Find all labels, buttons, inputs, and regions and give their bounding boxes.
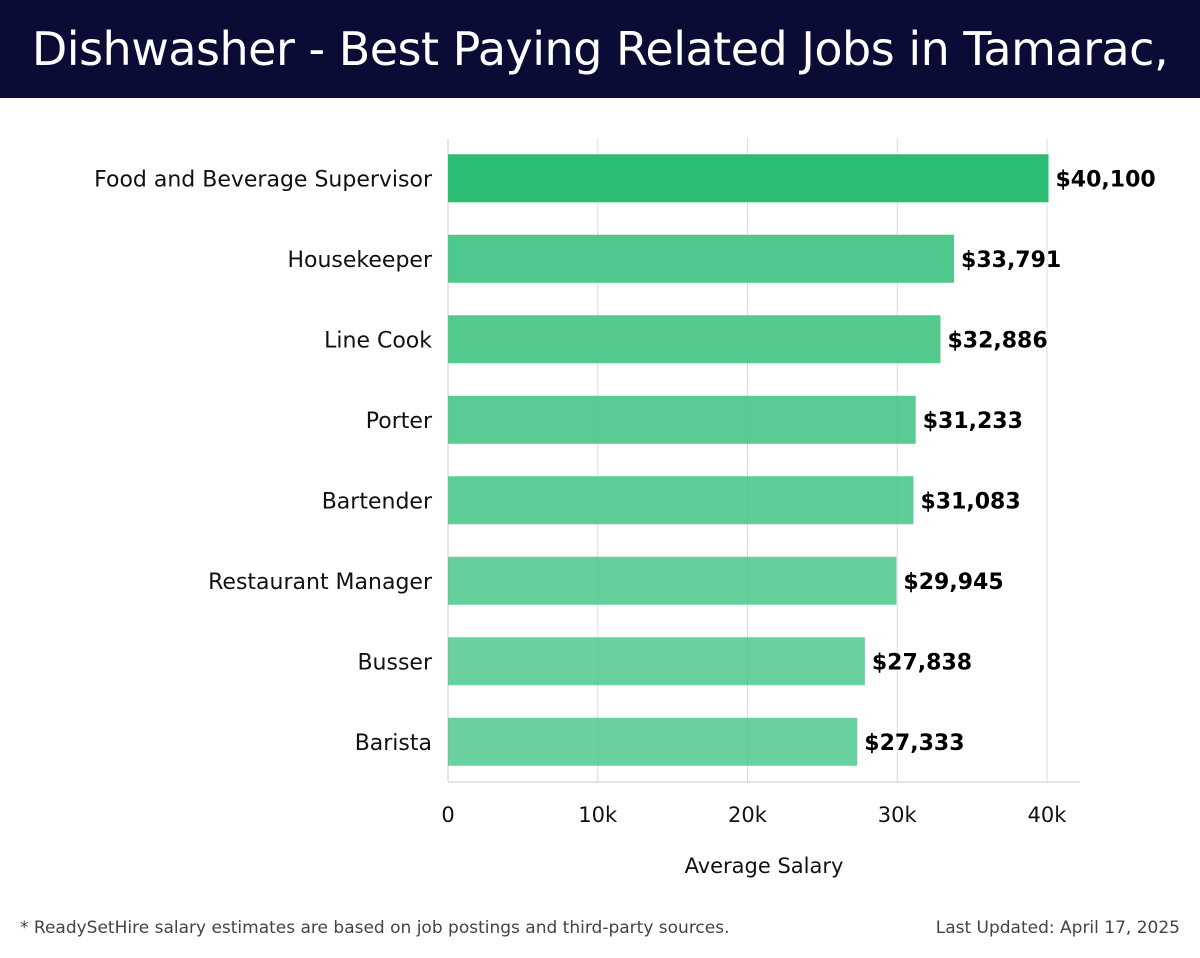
bar — [448, 154, 1049, 203]
x-tick-label: 0 — [441, 803, 454, 827]
x-tick-label: 20k — [728, 803, 768, 827]
data-label: $33,791 — [961, 248, 1061, 273]
bar — [448, 395, 916, 444]
page-title: Dishwasher - Best Paying Related Jobs in… — [31, 22, 1169, 174]
bar — [448, 315, 941, 364]
x-tick-label: 30k — [878, 803, 918, 827]
category-label: Barista — [355, 731, 432, 756]
data-label: $40,100 — [1055, 167, 1155, 192]
category-label: Food and Beverage Supervisor — [94, 167, 433, 192]
header: Dishwasher - Best Paying Related Jobs in… — [0, 0, 1200, 174]
last-updated: Last Updated: April 17, 2025 — [935, 918, 1180, 938]
data-label: $27,838 — [872, 650, 972, 675]
bar — [448, 234, 955, 283]
category-label: Busser — [357, 650, 432, 675]
footer-note: * ReadySetHire salary estimates are base… — [20, 918, 730, 938]
category-label: Line Cook — [324, 328, 432, 353]
x-tick-label: 10k — [578, 803, 618, 827]
bar — [448, 476, 914, 525]
bar — [448, 556, 897, 605]
data-label: $32,886 — [947, 328, 1047, 353]
data-label: $29,945 — [903, 570, 1003, 595]
data-label: $27,333 — [864, 731, 964, 756]
bar — [448, 717, 858, 766]
bar-chart: 0 10k 20k 30k 40k Food and Beverage Superviso… — [94, 138, 1156, 878]
x-tick-label: 40k — [1028, 803, 1068, 827]
category-label: Housekeeper — [287, 248, 432, 273]
data-label: $31,083 — [920, 489, 1020, 514]
category-label: Bartender — [322, 489, 433, 514]
x-axis-title: Average Salary — [685, 854, 844, 878]
data-label: $31,233 — [923, 409, 1023, 434]
category-label: Restaurant Manager — [208, 570, 433, 595]
bar — [448, 637, 865, 686]
category-label: Porter — [366, 409, 433, 434]
